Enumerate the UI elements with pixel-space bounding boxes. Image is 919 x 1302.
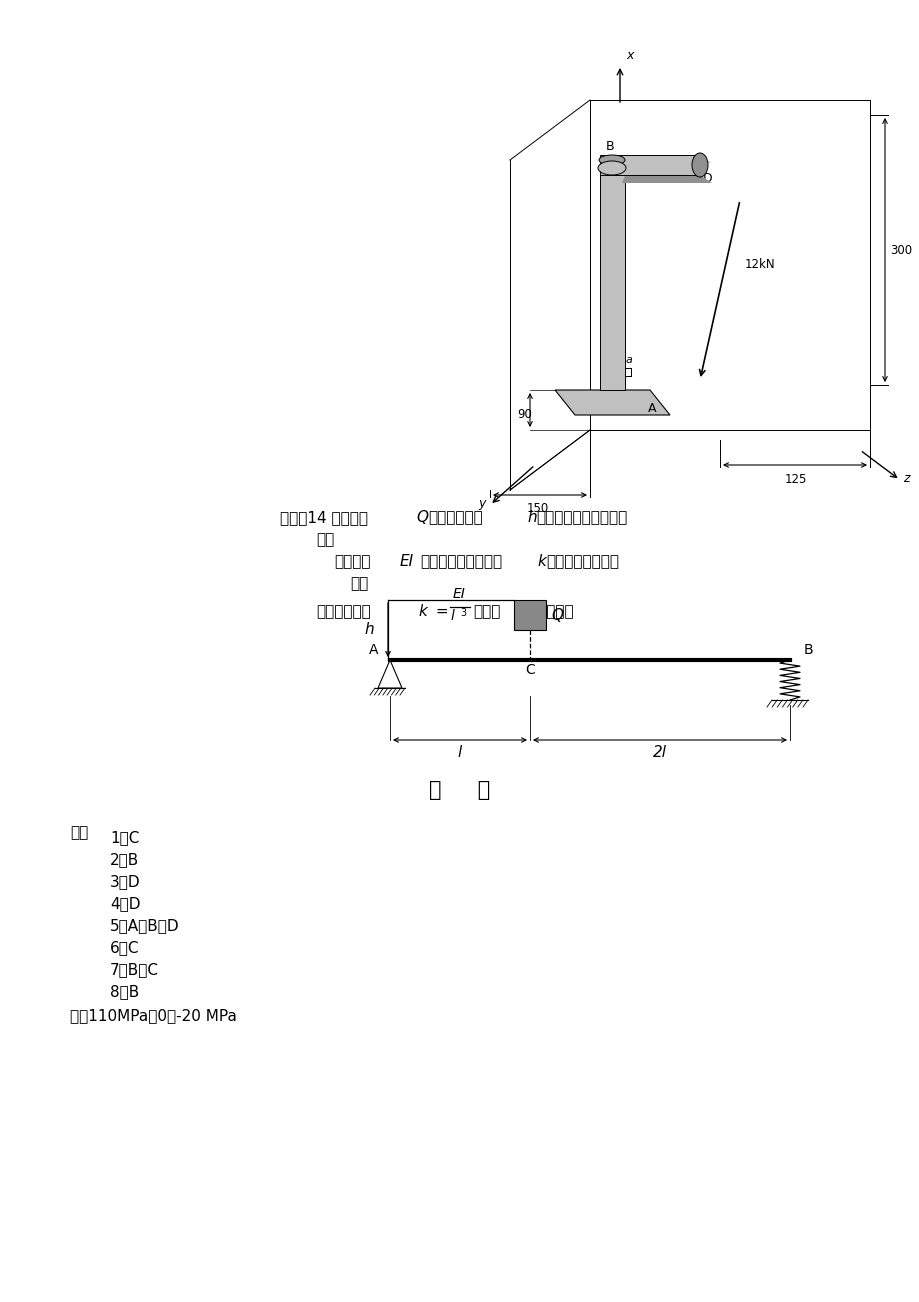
Text: EI: EI: [452, 587, 465, 602]
Text: 6．C: 6．C: [110, 940, 140, 954]
Text: 150: 150: [527, 503, 549, 516]
Text: 答     案: 答 案: [429, 780, 490, 799]
Text: 2l: 2l: [652, 745, 666, 760]
Polygon shape: [378, 660, 402, 687]
Text: a: a: [625, 355, 632, 365]
Polygon shape: [599, 160, 624, 391]
Text: =: =: [430, 604, 448, 618]
Text: ，试求: ，试求: [472, 604, 500, 618]
Text: 125: 125: [784, 473, 807, 486]
Text: 点的挠度。: 点的挠度。: [528, 604, 573, 618]
Text: 二、110MPa、0、-20 MPa: 二、110MPa、0、-20 MPa: [70, 1008, 236, 1023]
Text: B: B: [803, 643, 812, 658]
Text: D: D: [702, 172, 712, 185]
Text: x: x: [625, 49, 632, 62]
Text: l: l: [458, 745, 461, 760]
Text: Q: Q: [415, 510, 427, 525]
Text: 的抗: 的抗: [315, 533, 334, 547]
Text: ，支座的弹簧刚度为: ，支座的弹簧刚度为: [420, 553, 502, 569]
Text: 300: 300: [889, 243, 911, 256]
Text: 一、: 一、: [70, 825, 88, 840]
Text: 弯刚度为: 弯刚度为: [334, 553, 370, 569]
Text: 4．D: 4．D: [110, 896, 141, 911]
Text: 需的力），且: 需的力），且: [315, 604, 370, 618]
Text: A: A: [647, 402, 656, 415]
Text: y: y: [478, 497, 485, 510]
Text: 2．B: 2．B: [110, 852, 139, 867]
Text: k: k: [417, 604, 426, 618]
Polygon shape: [599, 155, 699, 174]
Text: 3．D: 3．D: [110, 874, 141, 889]
Text: （产生单位长度变: （产生单位长度变: [545, 553, 618, 569]
Polygon shape: [621, 174, 711, 184]
Polygon shape: [609, 160, 624, 391]
Text: Q: Q: [550, 608, 562, 622]
Ellipse shape: [598, 155, 624, 165]
Text: 90: 90: [516, 409, 531, 422]
Text: 形所: 形所: [349, 575, 368, 591]
Bar: [514, 600, 545, 630]
Text: z: z: [902, 471, 909, 484]
Text: 1．C: 1．C: [110, 829, 139, 845]
Ellipse shape: [597, 161, 625, 174]
Ellipse shape: [691, 154, 708, 177]
Text: 5．A、B、D: 5．A、B、D: [110, 918, 179, 934]
Text: B: B: [606, 141, 614, 154]
Text: C: C: [516, 604, 528, 618]
Text: EI: EI: [400, 553, 414, 569]
Text: h: h: [364, 622, 374, 638]
Text: C: C: [525, 663, 534, 677]
Polygon shape: [599, 160, 609, 391]
Text: 3: 3: [460, 608, 466, 618]
Text: 7．B、C: 7．B、C: [110, 962, 159, 976]
Text: h: h: [527, 510, 536, 525]
Text: 8．B: 8．B: [110, 984, 139, 999]
Text: A: A: [369, 643, 378, 658]
Text: k: k: [537, 553, 545, 569]
Text: l: l: [450, 609, 454, 622]
Polygon shape: [599, 155, 711, 163]
Text: 六、（14 分）重为: 六、（14 分）重为: [279, 510, 368, 525]
Text: 处自由落下，若已知梁: 处自由落下，若已知梁: [536, 510, 627, 525]
Text: 的物体从高度: 的物体从高度: [427, 510, 482, 525]
Polygon shape: [554, 391, 669, 415]
Text: 12kN: 12kN: [744, 259, 775, 272]
